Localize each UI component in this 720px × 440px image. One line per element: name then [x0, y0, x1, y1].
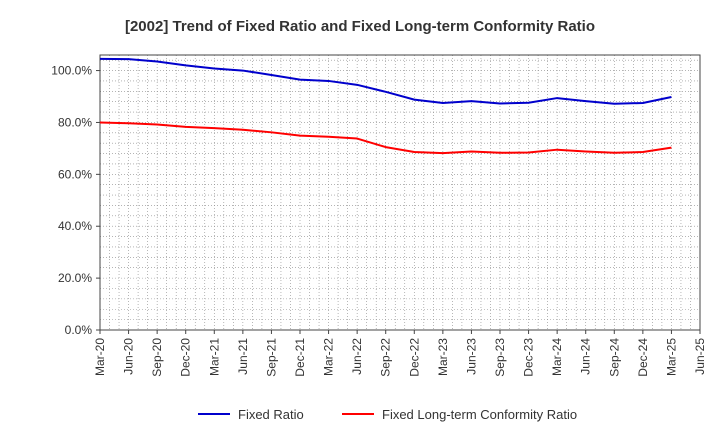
x-tick-label: Jun-23 [464, 338, 478, 375]
x-tick-label: Dec-21 [293, 338, 307, 377]
x-tick-label: Dec-22 [407, 338, 421, 377]
x-tick-label: Jun-25 [693, 338, 707, 375]
x-tick-label: Dec-24 [636, 338, 650, 377]
y-tick-label: 20.0% [58, 271, 92, 285]
x-tick-label: Mar-21 [207, 338, 221, 376]
x-tick-label: Sep-24 [607, 338, 621, 377]
x-tick-label: Sep-20 [150, 338, 164, 377]
legend-label-1: Fixed Ratio [238, 407, 304, 422]
x-tick-label: Dec-23 [522, 338, 536, 377]
x-tick-label: Jun-21 [236, 338, 250, 375]
x-tick-label: Mar-23 [436, 338, 450, 376]
axes [96, 54, 701, 334]
legend-label-2: Fixed Long-term Conformity Ratio [382, 407, 577, 422]
legend: Fixed Ratio Fixed Long-term Conformity Ra… [198, 407, 577, 422]
plot-area [100, 55, 700, 330]
x-tick-label: Mar-24 [550, 338, 564, 376]
tick-labels: 0.0% 20.0% 40.0% 60.0% 80.0% 100.0% Mar-20 Jun-… [51, 64, 707, 377]
y-tick-label: 60.0% [58, 167, 92, 181]
grid [100, 55, 700, 330]
y-tick-label: 80.0% [58, 115, 92, 129]
x-tick-label: Jun-20 [122, 338, 136, 375]
x-tick-label: Mar-20 [93, 338, 107, 376]
x-tick-label: Sep-22 [379, 338, 393, 377]
series-line-1 [99, 57, 672, 105]
x-tick-label: Jun-22 [350, 338, 364, 375]
chart-title: [2002] Trend of Fixed Ratio and Fixed Lo… [125, 18, 595, 35]
y-tick-label: 40.0% [58, 219, 92, 233]
x-tick-label: Mar-22 [322, 338, 336, 376]
x-tick-label: Sep-23 [493, 338, 507, 377]
y-tick-label: 0.0% [65, 323, 93, 337]
y-tick-label: 100.0% [51, 64, 92, 78]
series-line-2 [99, 121, 672, 155]
x-tick-label: Mar-25 [664, 338, 678, 376]
x-tick-label: Dec-20 [179, 338, 193, 377]
plot-frame [99, 54, 701, 331]
series-lines [99, 57, 672, 155]
x-tick-label: Sep-21 [264, 338, 278, 377]
x-tick-label: Jun-24 [579, 338, 593, 375]
